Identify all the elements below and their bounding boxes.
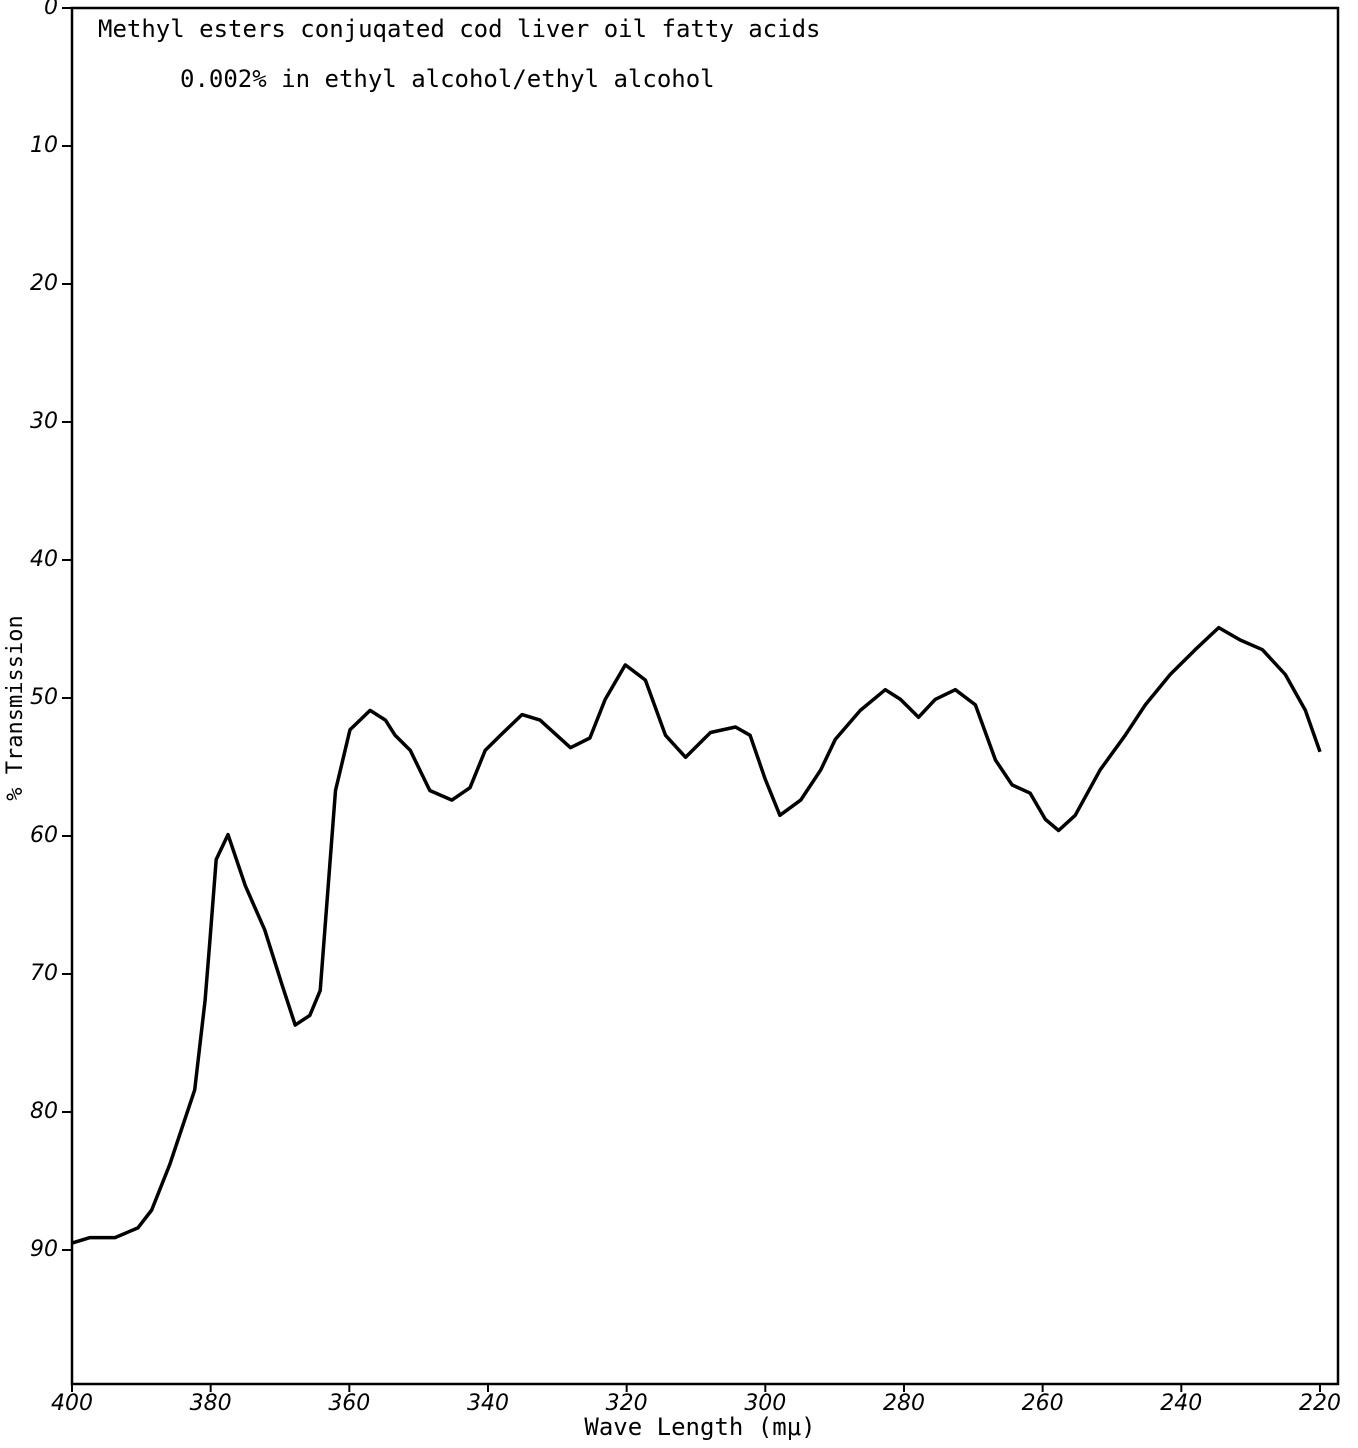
y-tick-label: 10 — [30, 133, 58, 158]
y-tick-label: 0 — [44, 0, 58, 20]
y-axis-label: % Transmission — [3, 615, 28, 800]
x-tick-label: 300 — [744, 1391, 786, 1416]
data-line — [71, 625, 1322, 1245]
y-tick-label: 30 — [30, 409, 58, 434]
chart-title: Methyl esters conjuqated cod liver oil f… — [98, 15, 820, 43]
plot-frame — [70, 6, 1340, 1386]
y-tick-label: 60 — [30, 823, 58, 848]
y-tick-label: 70 — [30, 961, 58, 986]
y-tick-label: 90 — [30, 1237, 58, 1262]
y-tick-label: 80 — [30, 1099, 58, 1124]
x-tick-label: 220 — [1299, 1391, 1341, 1416]
x-tick-label: 400 — [51, 1391, 93, 1416]
x-tick-label: 260 — [1022, 1391, 1064, 1416]
chart-subtitle: 0.002% in ethyl alcohol/ethyl alcohol — [180, 65, 715, 93]
y-tick-label: 40 — [30, 547, 58, 572]
x-tick-label: 340 — [467, 1391, 509, 1416]
x-tick-label: 380 — [190, 1391, 232, 1416]
y-tick-label: 20 — [30, 271, 58, 296]
y-tick-label: 50 — [30, 685, 58, 710]
x-tick-label: 360 — [328, 1391, 370, 1416]
x-tick-label: 320 — [606, 1391, 648, 1416]
x-tick-label: 280 — [883, 1391, 925, 1416]
x-tick-label: 240 — [1160, 1391, 1202, 1416]
x-axis-label: Wave Length (mμ) — [584, 1413, 815, 1441]
